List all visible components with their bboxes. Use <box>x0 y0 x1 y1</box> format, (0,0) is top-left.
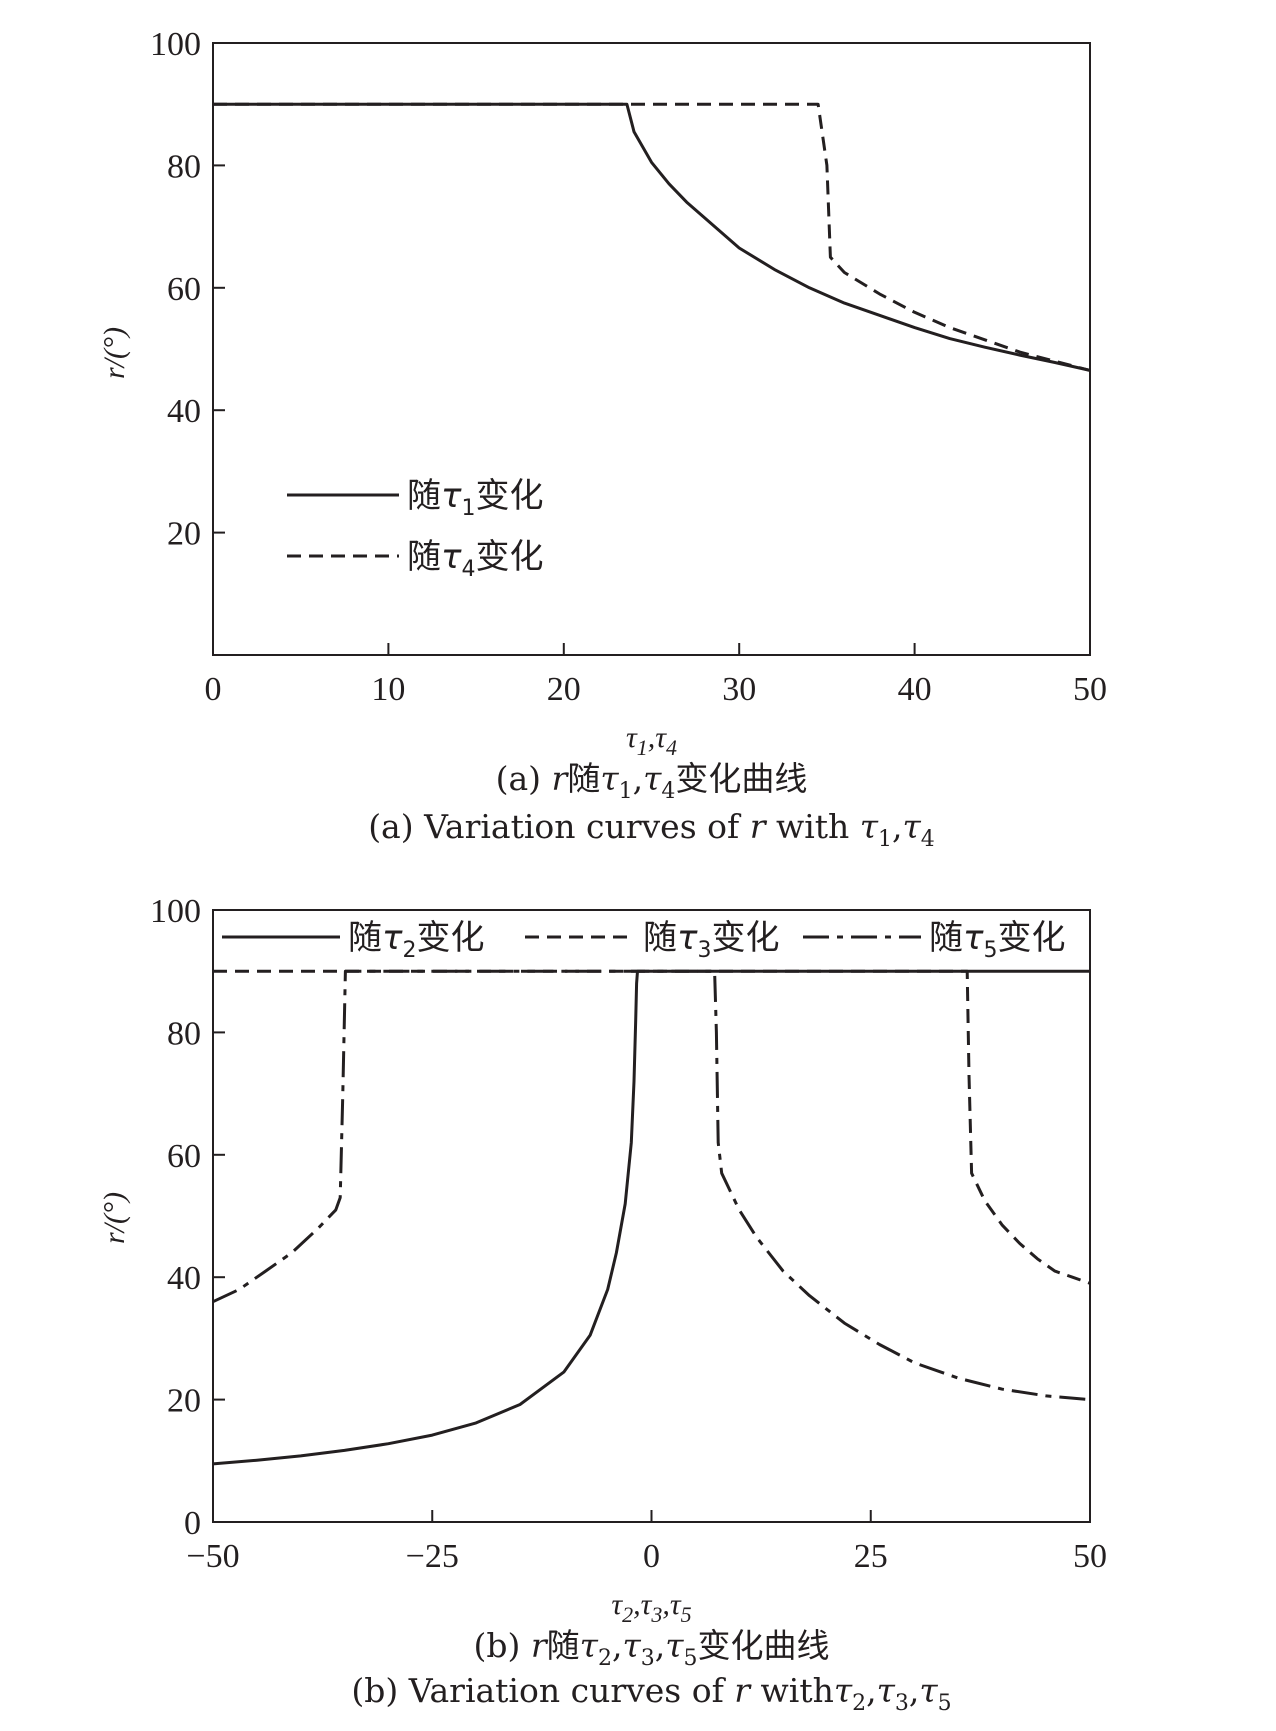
a-series-1-line <box>213 102 1091 372</box>
b-legend-label-2: 随τ3​变化 <box>643 918 779 963</box>
a-ytick-label: 20 <box>167 516 201 553</box>
b-xlabel-text: τ2​,τ3​,τ5​ <box>611 1588 691 1627</box>
b-ytick-label: 0 <box>184 1505 201 1542</box>
a-legend-label-2: 随τ4​变化 <box>407 537 543 582</box>
chart-b-xlabel: τ2​,τ3​,τ5​ <box>611 1588 691 1627</box>
chart-a-caption-en: (a) Variation curves of r with τ1​,τ4​ <box>368 807 935 852</box>
b-ytick-label: 100 <box>150 893 201 930</box>
a-xtick-label: 0 <box>205 671 222 708</box>
b-caption-cn-text: (b) r随τ2​,τ3​,τ5​变化曲线 <box>474 1626 830 1671</box>
b-legend-label-1: 随τ2​变化 <box>348 918 484 963</box>
a-ytick-label: 60 <box>167 271 201 308</box>
a-xtick-label: 40 <box>898 671 932 708</box>
a-xtick-label: 30 <box>722 671 756 708</box>
b-xtick-label: 0 <box>643 1538 660 1575</box>
b-xtick-label: 50 <box>1073 1538 1107 1575</box>
b-ytick-label: 80 <box>167 1015 201 1052</box>
b-ytick-label: 20 <box>167 1383 201 1420</box>
b-legend-label-3: 随τ5​变化 <box>929 918 1065 963</box>
chart-b-ylabel: r/(°) <box>98 1192 131 1244</box>
chart-b: −50 −25 0 25 50 0 20 40 60 80 100 r/(°) τ2​,τ3​,τ5… <box>98 893 1107 1716</box>
b-series-3-line <box>212 969 1091 1402</box>
b-ytick-label: 40 <box>167 1260 201 1297</box>
a-xlabel-text: τ1​,τ4​ <box>626 721 677 760</box>
b-series-2-line <box>213 969 1091 1285</box>
chart-a: 0 10 20 30 40 50 20 40 60 80 100 r/(°) τ1​,τ4​ 随τ1… <box>98 26 1107 852</box>
chart-b-legend: 随τ2​变化 随τ3​变化 随τ5​变化 <box>222 918 1065 963</box>
chart-a-ylabel: r/(°) <box>98 327 131 379</box>
chart-a-series <box>213 102 1091 372</box>
a-ytick-label: 40 <box>167 393 201 430</box>
b-xtick-label: −50 <box>186 1538 239 1575</box>
chart-a-caption-cn: (a) r随τ1​,τ4​变化曲线 <box>496 759 808 804</box>
chart-b-caption-cn: (b) r随τ2​,τ3​,τ5​变化曲线 <box>474 1626 830 1671</box>
b-series-1-line <box>212 969 1090 1466</box>
b-xtick-label: −25 <box>406 1538 459 1575</box>
chart-b-ticks: −50 −25 0 25 50 0 20 40 60 80 100 <box>150 893 1107 1575</box>
chart-b-series <box>212 969 1091 1466</box>
chart-b-frame <box>212 909 1091 1523</box>
a-ytick-label: 100 <box>150 26 201 63</box>
a-xtick-label: 20 <box>547 671 581 708</box>
a-series-2-line <box>213 102 1091 372</box>
chart-a-xlabel: τ1​,τ4​ <box>626 721 677 760</box>
a-xtick-label: 10 <box>371 671 405 708</box>
a-caption-cn-text: (a) r随τ1​,τ4​变化曲线 <box>496 759 808 804</box>
a-legend-label-1: 随τ1​变化 <box>407 476 543 521</box>
chart-b-caption-en: (b) Variation curves of r withτ2​,τ3​,τ5… <box>351 1671 951 1716</box>
chart-a-frame <box>212 42 1091 656</box>
a-ytick-label: 80 <box>167 148 201 185</box>
b-ytick-label: 60 <box>167 1138 201 1175</box>
a-xtick-label: 50 <box>1073 671 1107 708</box>
b-xtick-label: 25 <box>854 1538 888 1575</box>
a-caption-en-text: (a) Variation curves of r with τ1​,τ4​ <box>368 807 935 852</box>
b-caption-en-text: (b) Variation curves of r withτ2​,τ3​,τ5… <box>351 1671 951 1716</box>
chart-a-ticks: 0 10 20 30 40 50 20 40 60 80 100 <box>150 26 1107 708</box>
